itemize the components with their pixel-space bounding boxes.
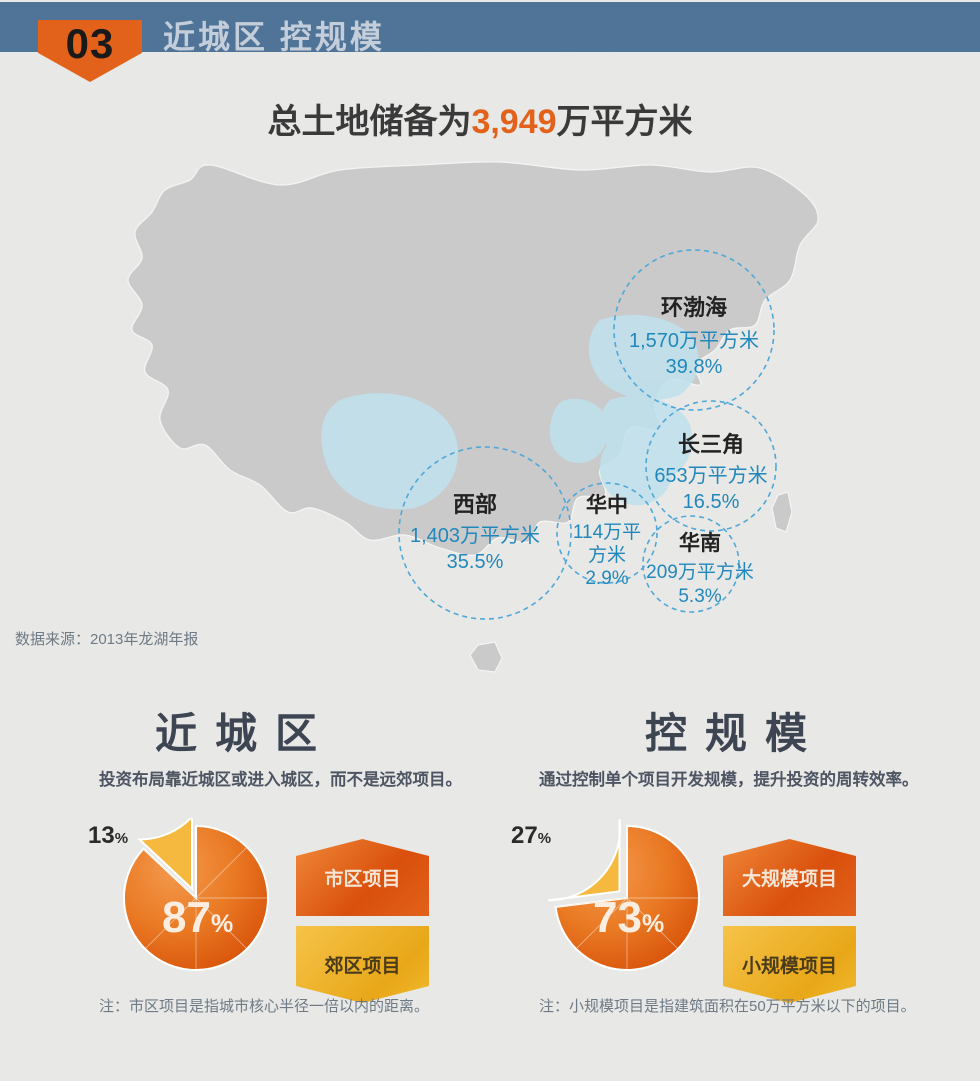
- svg-text:16.5%: 16.5%: [683, 491, 740, 513]
- svg-text:1,570万平方米: 1,570万平方米: [629, 329, 759, 352]
- svg-text:方米: 方米: [588, 544, 626, 566]
- svg-text:2.9%: 2.9%: [585, 568, 628, 589]
- svg-text:西部: 西部: [453, 492, 497, 517]
- svg-text:35.5%: 35.5%: [447, 551, 504, 573]
- svg-text:环渤海: 环渤海: [661, 295, 727, 320]
- svg-text:209万平方米: 209万平方米: [646, 561, 754, 583]
- svg-text:114万平: 114万平: [573, 522, 641, 543]
- svg-text:5.3%: 5.3%: [678, 586, 721, 607]
- svg-text:39.8%: 39.8%: [666, 356, 723, 378]
- svg-text:653万平方米: 653万平方米: [654, 464, 767, 487]
- svg-text:长三角: 长三角: [678, 432, 744, 457]
- svg-text:华中: 华中: [586, 493, 628, 517]
- svg-text:1,403万平方米: 1,403万平方米: [410, 524, 540, 547]
- svg-text:华南: 华南: [679, 531, 721, 555]
